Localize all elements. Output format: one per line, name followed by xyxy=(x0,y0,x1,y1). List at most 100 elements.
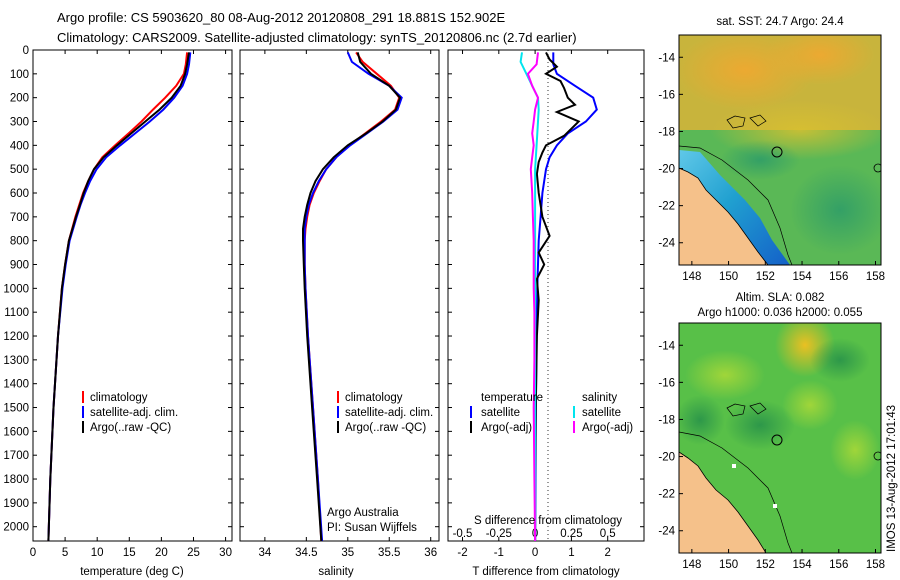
sla-map-title-line2: Argo h1000: 0.036 h2000: 0.055 xyxy=(698,307,863,319)
y-tick-label: 1600 xyxy=(3,426,29,438)
sla-land xyxy=(679,451,767,553)
sla-reef-2 xyxy=(749,402,767,415)
y-tick-label: 1100 xyxy=(4,307,29,319)
tide-gauge-2 xyxy=(773,504,777,508)
legend-label-argo: Argo(..raw -QC) xyxy=(345,422,426,434)
credit-line2: PI: Susan Wijffels xyxy=(327,522,417,534)
difference-x-ticks: -2 -1 0 1 2-0.5 -0.25 0 0.25 0.5 xyxy=(448,49,644,559)
map-y-tick-label: -22 xyxy=(658,201,675,213)
series-temperature-argo-adj- xyxy=(534,51,581,541)
salinity-x-ticks: 34 34.5 35 35.5 36 xyxy=(240,49,439,559)
map-y-tick-label: -24 xyxy=(658,238,675,250)
series-argo-raw-qc- xyxy=(302,52,402,542)
sla-map: Altim. SLA: 0.082 Argo h1000: 0.036 h200… xyxy=(658,292,885,571)
legend-label-climatology: climatology xyxy=(345,392,403,404)
x-tick-label: 36 xyxy=(424,547,437,559)
x-tick-label: -1 xyxy=(494,547,504,559)
x-tick-label: -2 xyxy=(457,547,467,559)
y-tick-label: 900 xyxy=(10,260,29,272)
map-y-tick-label: -14 xyxy=(658,340,675,352)
map-x-tick-label: 156 xyxy=(829,271,848,283)
map-y-tick-label: -16 xyxy=(658,377,675,389)
map-x-tick-label: 150 xyxy=(719,559,738,571)
y-tick-label: 800 xyxy=(10,236,29,248)
difference-xlabel-top: S difference from climatology xyxy=(474,515,622,527)
temperature-legend: climatology satellite-adj. clim. Argo(..… xyxy=(82,391,178,434)
sla-low-3 xyxy=(679,395,725,445)
x-tick-label: 34.5 xyxy=(295,547,317,559)
sst-map: sat. SST: 24.7 Argo: 24.4 148 150 152 154 15… xyxy=(658,16,885,283)
argo-float-marker xyxy=(771,146,783,158)
y-tick-label: 1400 xyxy=(3,379,29,391)
legend-label-t-argo: Argo(-adj) xyxy=(481,422,532,434)
map-x-tick-label: 154 xyxy=(792,271,812,283)
y-tick-label: 700 xyxy=(10,212,29,224)
difference-xlabel: T difference from climatology xyxy=(472,566,619,578)
header-title-line1: Argo profile: CS 5903620_80 08-Aug-2012 … xyxy=(57,10,505,25)
sla-rise-2 xyxy=(782,380,838,430)
map-x-tick-label: 148 xyxy=(682,271,701,283)
x-tick-label: 35.5 xyxy=(378,547,400,559)
difference-axes xyxy=(447,49,645,542)
map-y-tick-label: -22 xyxy=(658,489,675,501)
sla-island xyxy=(873,451,881,461)
x-tick-label-top: -0.25 xyxy=(486,528,512,540)
x-tick-label: 15 xyxy=(123,547,136,559)
y-tick-label: 1800 xyxy=(3,474,29,486)
map-y-tick-label: -24 xyxy=(658,526,675,538)
x-tick-label: 34 xyxy=(258,547,271,559)
map-x-tick-label: 156 xyxy=(829,559,848,571)
temperature-axes xyxy=(32,49,233,542)
map-x-tick-label: 152 xyxy=(756,559,775,571)
temperature-xlabel: temperature (deg C) xyxy=(80,566,184,578)
y-tick-label: 2000 xyxy=(3,522,29,534)
legend-label-argo: Argo(..raw -QC) xyxy=(90,422,171,434)
credit-line1: Argo Australia xyxy=(327,507,399,519)
sst-reef-2 xyxy=(749,114,767,127)
sla-low-2 xyxy=(725,400,795,450)
legend-group-salinity: salinity xyxy=(582,392,617,404)
temperature-lines xyxy=(47,52,192,542)
map-x-tick-label: 148 xyxy=(682,559,701,571)
map-x-tick-label: 158 xyxy=(866,559,885,571)
legend-label-satellite: satellite-adj. clim. xyxy=(90,407,178,419)
x-tick-label: 1 xyxy=(568,547,574,559)
tide-gauge-1 xyxy=(732,464,736,468)
map-y-tick-label: -16 xyxy=(658,89,675,101)
map-y-tick-label: -18 xyxy=(658,126,675,138)
y-tick-label: 1000 xyxy=(3,283,29,295)
y-tick-label: 0 xyxy=(23,45,29,57)
x-tick-label: 5 xyxy=(62,547,68,559)
x-tick-label: 25 xyxy=(187,547,200,559)
sla-map-ticks: 148 150 152 154 156 158 -14 -16 -18 -20 -22 -24 xyxy=(658,340,885,571)
y-tick-label: 300 xyxy=(10,117,29,129)
difference-panel: -2 -1 0 1 2-0.5 -0.25 0 0.25 0.5 T difference fr… xyxy=(447,49,645,578)
header-title-line2: Climatology: CARS2009. Satellite-adjuste… xyxy=(57,30,577,45)
legend-label-s-argo: Argo(-adj) xyxy=(582,422,633,434)
salinity-lines xyxy=(302,51,403,542)
sla-axes xyxy=(678,322,882,554)
y-tick-label: 200 xyxy=(10,93,29,105)
sst-warm-core2 xyxy=(765,35,875,85)
sst-axes xyxy=(678,34,882,266)
y-tick-label: 1900 xyxy=(3,498,29,510)
salinity-xlabel: salinity xyxy=(318,566,353,578)
map-y-tick-label: -18 xyxy=(658,414,675,426)
difference-legend: temperature satellite Argo(-adj) salinit… xyxy=(470,392,633,434)
x-tick-label: 0 xyxy=(532,547,538,559)
y-tick-label: 600 xyxy=(10,188,29,200)
y-tick-label: 400 xyxy=(10,140,29,152)
series-salinity-argo-adj- xyxy=(526,52,540,542)
y-tick-label: 1300 xyxy=(3,355,29,367)
y-tick-label: 100 xyxy=(10,69,29,81)
x-tick-label: 20 xyxy=(155,547,168,559)
legend-label-s-satellite: satellite xyxy=(582,407,621,419)
x-tick-label: 0 xyxy=(30,547,36,559)
sst-land xyxy=(679,167,769,265)
x-tick-label: 10 xyxy=(91,547,104,559)
sst-island xyxy=(873,163,881,173)
sla-shelf-contour xyxy=(679,431,793,553)
y-tick-label: 1700 xyxy=(3,450,29,462)
x-tick-label-top: -0.5 xyxy=(453,528,473,540)
